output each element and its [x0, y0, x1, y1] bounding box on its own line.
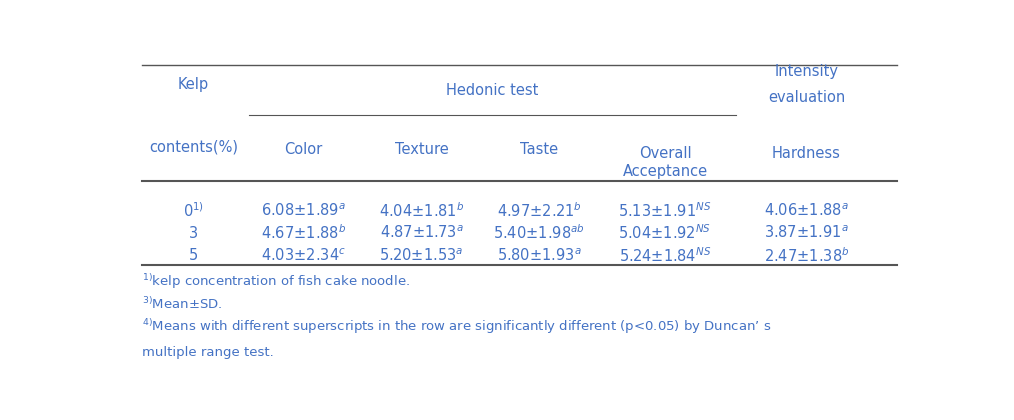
Text: Intensity: Intensity	[775, 64, 839, 79]
Text: 5.80±1.93$^{a}$: 5.80±1.93$^{a}$	[497, 247, 582, 264]
Text: Color: Color	[285, 142, 322, 157]
Text: Acceptance: Acceptance	[623, 164, 708, 179]
Text: Texture: Texture	[394, 142, 448, 157]
Text: evaluation: evaluation	[768, 90, 845, 105]
Text: Kelp: Kelp	[178, 77, 209, 92]
Text: multiple range test.: multiple range test.	[142, 346, 274, 359]
Text: 4.97±2.21$^{b}$: 4.97±2.21$^{b}$	[497, 201, 582, 220]
Text: Taste: Taste	[520, 142, 559, 157]
Text: Hedonic test: Hedonic test	[446, 83, 538, 98]
Text: 3: 3	[189, 226, 198, 241]
Text: 4.67±1.88$^{b}$: 4.67±1.88$^{b}$	[261, 224, 346, 242]
Text: Hardness: Hardness	[772, 147, 841, 161]
Text: $^{4)}$Means with different superscripts in the row are significantly different : $^{4)}$Means with different superscripts…	[142, 318, 772, 336]
Text: 4.03±2.34$^{c}$: 4.03±2.34$^{c}$	[261, 247, 346, 264]
Text: Overall: Overall	[639, 147, 692, 161]
Text: $^{3)}$Mean±SD.: $^{3)}$Mean±SD.	[142, 297, 223, 312]
Text: contents(%): contents(%)	[149, 140, 238, 155]
Text: 4.06±1.88$^{a}$: 4.06±1.88$^{a}$	[765, 202, 849, 219]
Text: 4.87±1.73$^{a}$: 4.87±1.73$^{a}$	[379, 225, 463, 242]
Text: 0$^{1)}$: 0$^{1)}$	[183, 201, 204, 220]
Text: 5.13±1.91$^{NS}$: 5.13±1.91$^{NS}$	[619, 201, 712, 220]
Text: 2.47±1.38$^{b}$: 2.47±1.38$^{b}$	[764, 247, 850, 265]
Text: 5.20±1.53$^{a}$: 5.20±1.53$^{a}$	[379, 247, 463, 264]
Text: $^{1)}$kelp concentration of fish cake noodle.: $^{1)}$kelp concentration of fish cake n…	[142, 272, 411, 291]
Text: 5: 5	[189, 248, 198, 263]
Text: 3.87±1.91$^{a}$: 3.87±1.91$^{a}$	[765, 225, 849, 242]
Text: 4.04±1.81$^{b}$: 4.04±1.81$^{b}$	[379, 201, 464, 220]
Text: 5.40±1.98$^{ab}$: 5.40±1.98$^{ab}$	[494, 224, 585, 242]
Text: 6.08±1.89$^{a}$: 6.08±1.89$^{a}$	[262, 202, 346, 219]
Text: 5.24±1.84$^{NS}$: 5.24±1.84$^{NS}$	[619, 247, 711, 265]
Text: 5.04±1.92$^{NS}$: 5.04±1.92$^{NS}$	[619, 224, 712, 242]
